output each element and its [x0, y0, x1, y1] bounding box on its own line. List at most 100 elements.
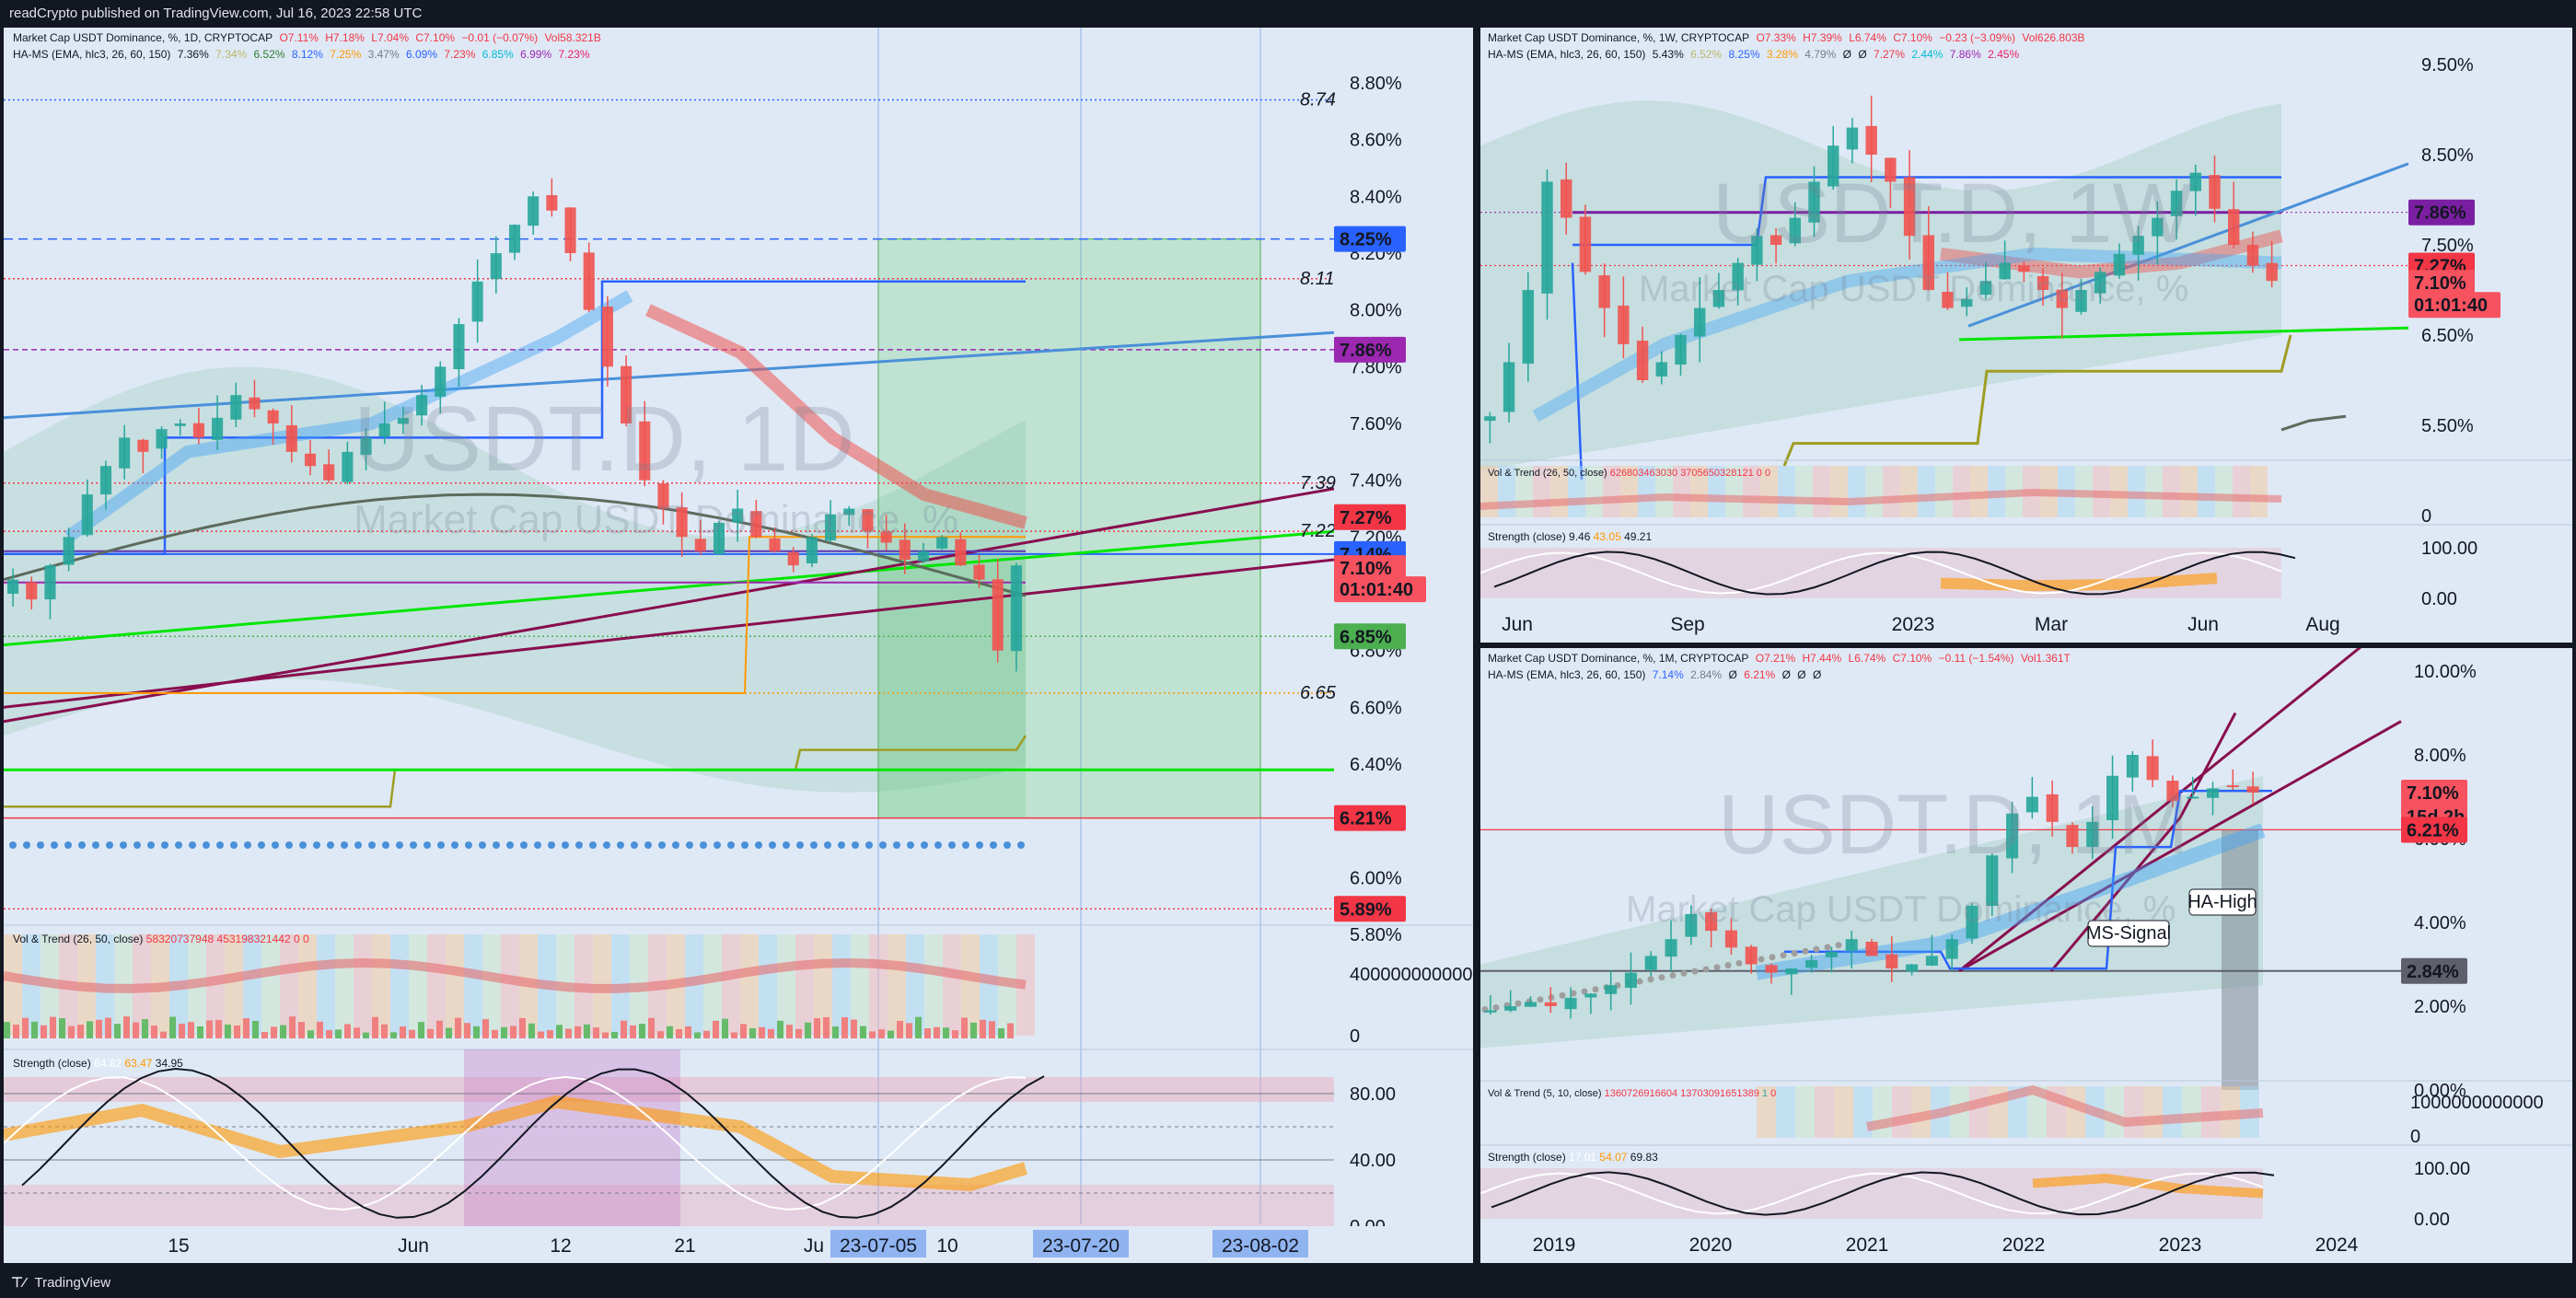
vol-bar: [538, 1031, 544, 1038]
vol-bg-stripe: [1830, 466, 1848, 517]
legend-open: O7.21%: [1755, 652, 1796, 665]
ms-dot: [562, 841, 569, 849]
monthly-chart-pane[interactable]: HA-HighMS-Signal10.00%8.00%6.00%4.00%2.0…: [1480, 648, 2572, 1263]
daily-price-tick: 7.60%: [1350, 414, 1402, 435]
ms-dot: [244, 841, 251, 849]
vol-bg-stripe: [1690, 466, 1708, 517]
ms-dot: [990, 841, 997, 849]
monthly-time-tick: 2022: [2002, 1234, 2046, 1256]
weekly-candle: [1655, 362, 1667, 377]
ms-dot: [396, 841, 403, 849]
weekly-candle: [1789, 217, 1801, 244]
daily-tag-1: 7.86%: [1340, 341, 1392, 361]
vol-bg-stripe: [1892, 1086, 1911, 1138]
vol-bar: [989, 1021, 995, 1038]
vol-bg-stripe: [2180, 466, 2198, 517]
vol-bar: [731, 1032, 737, 1038]
ha-v7: Ø: [1858, 48, 1867, 61]
ha-v6: Ø: [1797, 668, 1806, 681]
monthly-candle: [2146, 756, 2159, 781]
weekly-candle: [1636, 341, 1649, 380]
ms-dot: [285, 841, 293, 849]
daily-candle: [955, 539, 967, 566]
ms-dot: [78, 841, 86, 849]
vol-bar: [998, 1028, 1004, 1038]
weekly-trend-blue: [1967, 162, 2409, 328]
monthly-chart-svg[interactable]: HA-HighMS-Signal10.00%8.00%6.00%4.00%2.0…: [1480, 648, 2572, 1263]
vol-bar: [547, 1030, 553, 1038]
vol-bar: [556, 1025, 563, 1038]
ms-dot: [51, 841, 58, 849]
weekly-candle: [1903, 177, 1916, 237]
vol-bar: [621, 1020, 627, 1038]
weekly-chart-pane[interactable]: 9.50% 8.50% 7.50% 6.50% 5.50% 7.86% 7.27% 7.10%…: [1480, 28, 2572, 643]
ha-v7: 6.09%: [406, 48, 438, 61]
weekly-candle: [2246, 245, 2259, 266]
vol-bar: [814, 1018, 820, 1038]
daily-tag-4-bg: [1334, 555, 1406, 582]
monthly-tag-3: 2.84%: [2407, 962, 2459, 982]
monthly-candle: [1504, 1006, 1517, 1011]
vol-bar: [381, 1024, 388, 1038]
daily-tag-5-bg: [1334, 576, 1426, 603]
vol-bar: [740, 1024, 747, 1038]
ms-dot: [465, 841, 472, 849]
weekly-chart-svg[interactable]: 9.50% 8.50% 7.50% 6.50% 5.50% 7.86% 7.27% 7.10%…: [1480, 28, 2572, 643]
ha-v1: 7.14%: [1652, 668, 1684, 681]
daily-level-label: 7.22: [1300, 521, 1336, 541]
vol-bg-stripe: [2182, 1086, 2201, 1138]
ms-dot: [1802, 947, 1809, 955]
weekly-tag-2-bg: [2408, 270, 2475, 296]
monthly-candle: [1805, 959, 1818, 968]
vol-bg-stripe: [740, 934, 759, 1036]
daily-candle: [657, 483, 669, 509]
vol-bar: [252, 1021, 259, 1038]
vol-bg-stripe: [427, 934, 446, 1036]
ha-v4: 8.12%: [291, 48, 323, 61]
strength-black-line: [1493, 550, 2296, 596]
vol-v2: 3705650328121: [1680, 468, 1754, 479]
strength-label: Strength (close): [1488, 1151, 1566, 1164]
daily-candle: [676, 507, 688, 538]
strength-orange-ribbon: [2032, 1173, 2264, 1199]
time-tag-bg: [830, 1230, 926, 1257]
ha-v9: 2.44%: [1911, 48, 1944, 61]
weekly-time-tick: Jun: [1502, 614, 1533, 635]
ms-dot: [1758, 956, 1765, 963]
ms-dot: [672, 841, 679, 849]
vol-bg-stripe: [777, 934, 795, 1036]
vol-bg-stripe: [888, 934, 906, 1036]
vol-bar: [980, 1019, 986, 1038]
daily-candle: [323, 464, 335, 481]
daily-chart-pane[interactable]: 8.80% 8.60% 8.40% 8.20% 8.00% 7.80% 7.60% 7.40%…: [4, 28, 1473, 1263]
strength-black-line: [21, 1067, 1045, 1219]
vol-bg-stripe: [2163, 466, 2180, 517]
vol-axis-tick: 0: [2410, 1127, 2420, 1147]
daily-time-tag: 23-07-20: [1042, 1235, 1120, 1257]
ms-dot: [589, 841, 597, 849]
vol-bg-stripe: [298, 934, 317, 1036]
daily-candle: [750, 511, 762, 538]
monthly-candle: [2246, 786, 2259, 793]
daily-candle: [397, 417, 409, 424]
weekly-candle: [2266, 262, 2278, 282]
daily-chart-svg[interactable]: 8.80%8.60%8.40%8.20%8.00%7.80%7.60%7.40%…: [4, 28, 1473, 1263]
vol-bar: [574, 1026, 581, 1038]
weekly-legend-main: Market Cap USDT Dominance, %, 1W, CRYPTO…: [1488, 31, 2088, 44]
daily-candle: [119, 437, 131, 469]
weekly-tag-3-bg: [2408, 292, 2501, 319]
vol-bg-stripe: [317, 934, 335, 1036]
vol-bar: [225, 1024, 231, 1038]
ha-v4: 3.28%: [1766, 48, 1798, 61]
monthly-candle: [2206, 788, 2220, 798]
vol-bar: [703, 1030, 710, 1038]
daily-candle: [230, 395, 242, 420]
daily-tag-7: 6.21%: [1340, 809, 1392, 829]
vol-bar: [1007, 1023, 1014, 1038]
ms-dot: [106, 841, 113, 849]
strength-label: Strength (close): [1488, 530, 1566, 543]
legend-symbol: Market Cap USDT Dominance, %, 1W, CRYPTO…: [1488, 31, 1750, 44]
vol-bg-stripe: [1673, 466, 1690, 517]
vol-bg-stripe: [703, 934, 722, 1036]
daily-time-tick: 10: [936, 1235, 957, 1257]
